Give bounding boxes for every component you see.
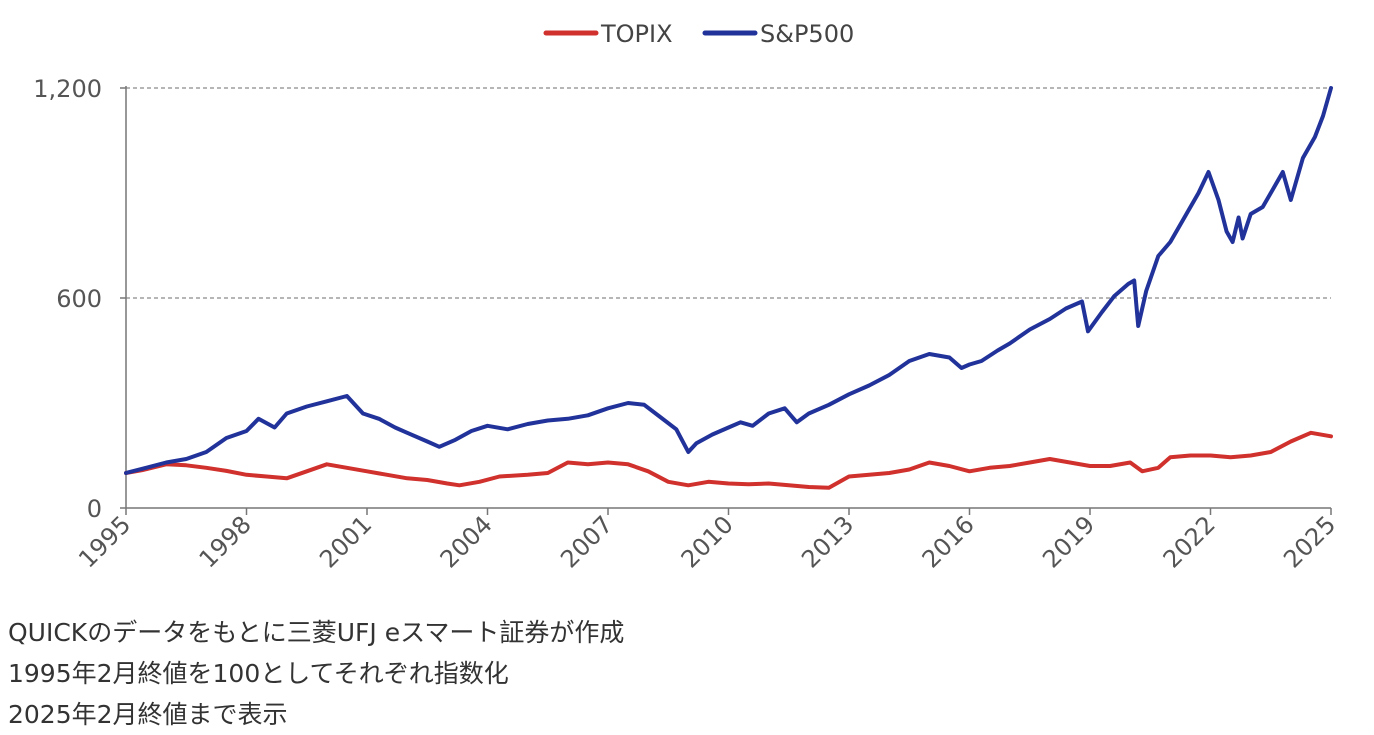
x-tick-label: 2001 [314,510,377,573]
y-tick-labels: 0 600 1,200 [33,75,126,523]
legend-label-1: S&P500 [760,20,854,48]
note-period: 2025年2月終値まで表示 [8,700,288,729]
y-tick-label: 0 [87,495,102,523]
x-tick-label: 2004 [435,510,498,573]
x-tick-label: 2016 [917,510,980,573]
chart-notes: QUICKのデータをもとに三菱UFJ eスマート証券が作成 1995年2月終値を… [8,612,624,735]
legend: TOPIX S&P500 [543,20,854,48]
grid-lines [126,87,1331,299]
x-tick-labels: 1995 1998 2001 2004 2007 2010 2013 2016 2019 2022… [73,508,1341,573]
y-tick-label: 1,200 [33,75,102,103]
legend-label-0: TOPIX [600,20,673,48]
x-tick-label: 1998 [194,510,257,573]
series-line-0 [124,430,1333,490]
y-tick-label: 600 [56,285,102,313]
line-chart: 0 600 1,200 1995 1998 2001 2004 2007 2010 2013 20… [33,20,1341,573]
x-tick-label: 2010 [676,510,739,573]
x-tick-label: 2007 [555,510,618,573]
note-index-base: 1995年2月終値を100としてそれぞれ指数化 [8,659,509,688]
note-source: QUICKのデータをもとに三菱UFJ eスマート証券が作成 [8,618,625,647]
x-tick-label: 2022 [1158,510,1221,573]
x-tick-label: 2025 [1278,510,1341,573]
x-tick-label: 1995 [73,510,136,573]
series-line-1 [124,86,1333,475]
x-tick-label: 2013 [796,510,859,573]
series-lines [124,86,1333,490]
axes [125,86,1331,509]
x-tick-label: 2019 [1037,510,1100,573]
